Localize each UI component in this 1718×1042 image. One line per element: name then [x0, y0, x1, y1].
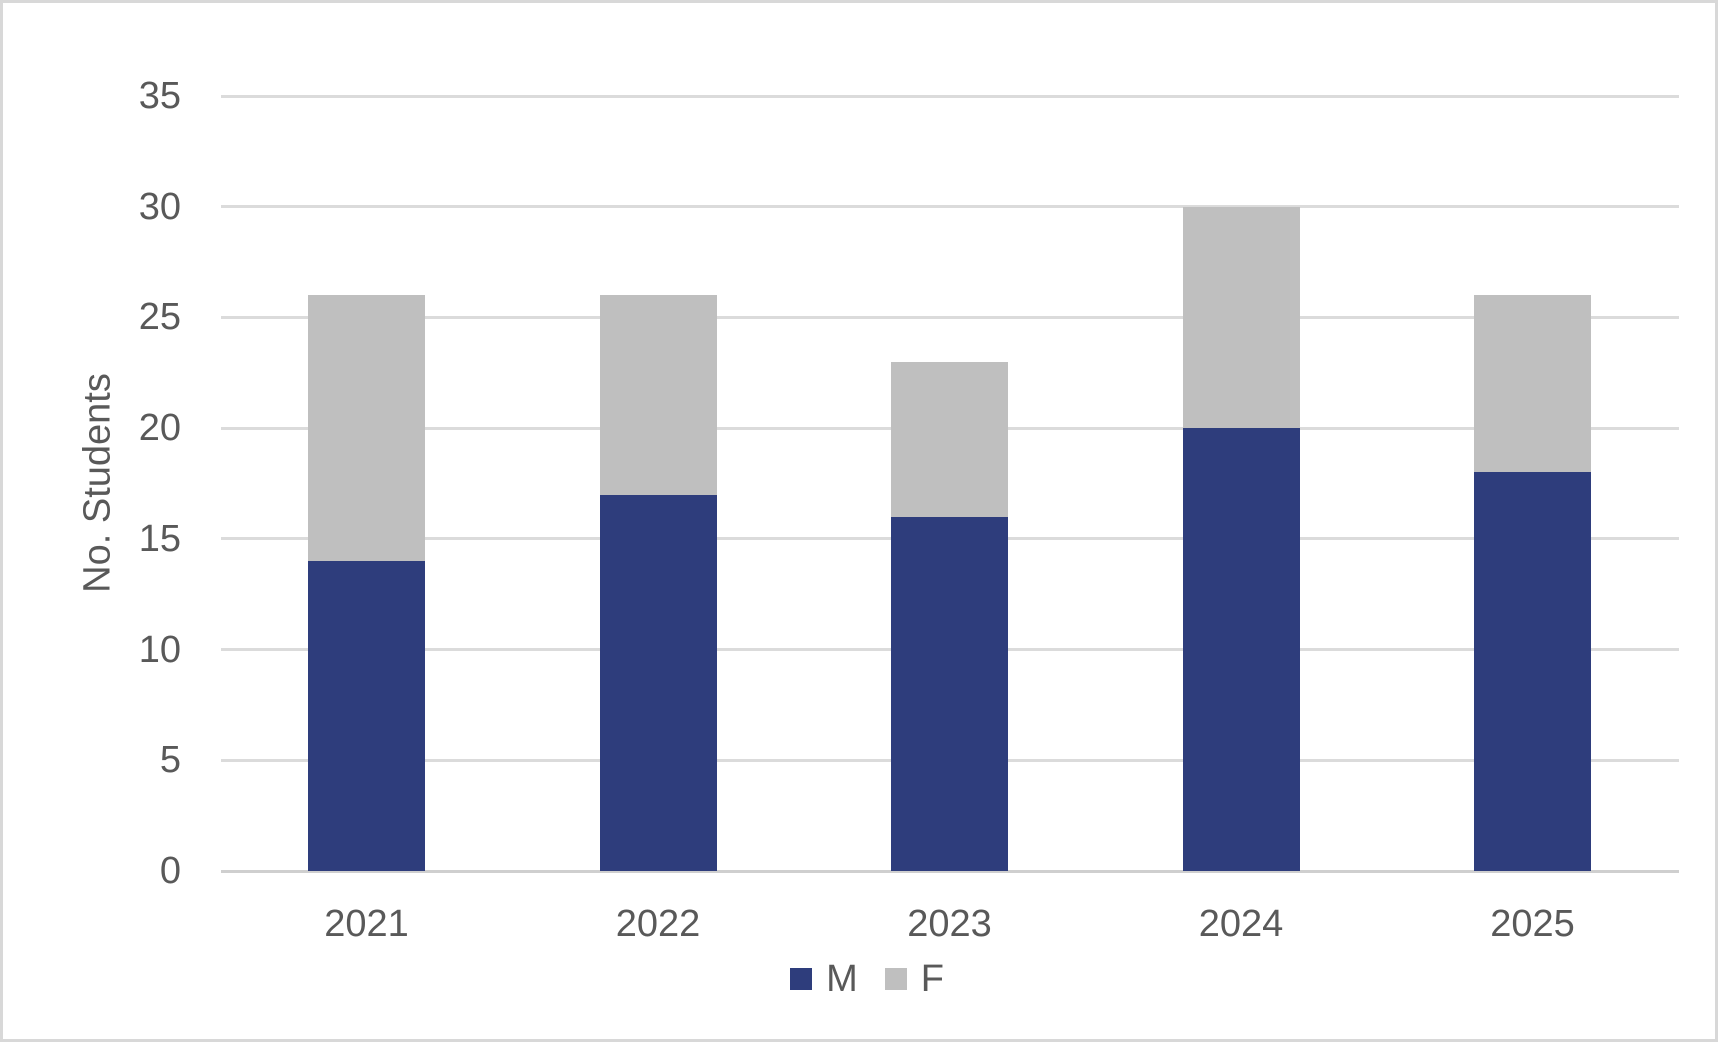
bar-segment-f-2022 — [599, 295, 717, 495]
y-tick-label: 15 — [138, 517, 181, 560]
legend-label-m: M — [826, 958, 858, 1000]
bar-segment-f-2021 — [308, 295, 425, 561]
bar-segment-m-2025 — [1474, 472, 1591, 871]
legend-label-f: F — [920, 958, 944, 1000]
legend-item-m: M — [790, 960, 858, 998]
y-tick-label: 30 — [138, 185, 181, 228]
x-tick-label: 2022 — [615, 903, 701, 945]
y-tick-label: 25 — [138, 296, 181, 339]
bar-segment-m-2023 — [891, 516, 1008, 871]
bar-segment-f-2025 — [1474, 295, 1591, 473]
gridline — [221, 94, 1679, 98]
y-tick-label: 20 — [138, 407, 181, 450]
legend-swatch-m — [790, 968, 813, 990]
x-tick-label: 2023 — [907, 903, 992, 945]
gridline — [221, 315, 1679, 319]
x-axis-line — [221, 869, 1679, 873]
bar-segment-m-2022 — [599, 494, 717, 871]
x-tick-label: 2024 — [1198, 903, 1284, 945]
x-tick-label: 2025 — [1490, 903, 1575, 945]
gridline — [221, 205, 1679, 209]
bar-segment-f-2023 — [891, 361, 1008, 517]
legend-swatch-f — [884, 968, 907, 990]
x-tick-label: 2021 — [324, 903, 409, 945]
y-tick-label: 5 — [159, 739, 181, 782]
y-tick-label: 10 — [138, 628, 181, 671]
bar-segment-m-2024 — [1182, 428, 1300, 871]
bar-segment-f-2024 — [1182, 206, 1300, 429]
y-axis-title: No. Students — [76, 373, 119, 593]
y-tick-label: 35 — [138, 75, 181, 117]
bar-segment-m-2021 — [308, 561, 425, 871]
legend-item-f: F — [884, 958, 944, 1000]
y-tick-label: 0 — [159, 850, 181, 892]
